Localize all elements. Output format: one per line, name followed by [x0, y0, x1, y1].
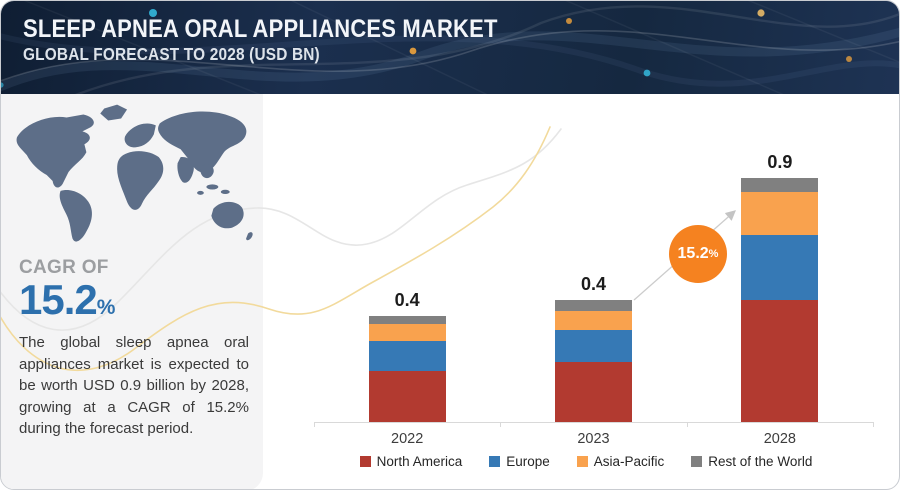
- category-label-2028: 2028: [763, 431, 796, 447]
- bar-segment-asia-pacific: [368, 324, 446, 341]
- bar-segment-north-america: [368, 370, 446, 422]
- legend-swatch: [691, 456, 703, 467]
- bar-segment-rest-of-the-world: [555, 300, 632, 311]
- legend-swatch: [489, 456, 501, 467]
- axis-tick: [686, 422, 688, 427]
- network-graphic: [1, 1, 899, 94]
- bar-segment-europe: [741, 235, 819, 301]
- axis-tick: [500, 422, 502, 427]
- bar-segment-europe: [368, 340, 446, 371]
- bar-segment-rest-of-the-world: [741, 178, 819, 192]
- legend-label: Rest of the World: [708, 454, 813, 469]
- bar-segment-europe: [555, 329, 632, 363]
- bar-total-label: 0.9: [767, 152, 793, 173]
- cagr-block: CAGR OF 15.2%: [19, 257, 115, 321]
- legend-label: Asia-Pacific: [593, 454, 665, 469]
- badge-unit: %: [708, 248, 719, 260]
- legend-label: Europe: [506, 454, 550, 469]
- x-axis: [314, 422, 873, 423]
- bar-segment-north-america: [555, 362, 632, 422]
- bar-segment-asia-pacific: [741, 191, 819, 236]
- stacked-bar-2028: 0.9: [741, 152, 819, 422]
- stacked-bar-2022: 0.4: [368, 290, 446, 422]
- legend-swatch: [576, 456, 588, 467]
- category-label-2022: 2022: [391, 431, 424, 447]
- page-subtitle: GLOBAL FORECAST TO 2028 (USD BN): [23, 43, 320, 64]
- world-map: [9, 101, 257, 253]
- bar-segment-asia-pacific: [555, 310, 632, 330]
- bar-total-label: 0.4: [394, 290, 420, 311]
- bar-segment-north-america: [741, 300, 819, 422]
- header-banner: SLEEP APNEA ORAL APPLIANCES MARKET GLOBA…: [1, 1, 899, 94]
- cagr-label: CAGR OF: [19, 257, 109, 278]
- market-description: The global sleep apnea oral appliances m…: [19, 334, 249, 438]
- legend-item-asia-pacific: Asia-Pacific: [576, 454, 665, 469]
- cagr-badge: 15.2%: [669, 225, 727, 283]
- axis-tick: [873, 422, 874, 427]
- legend-item-europe: Europe: [489, 454, 550, 469]
- stacked-bar-2023: 0.4: [555, 274, 632, 422]
- legend-item-rest-of-the-world: Rest of the World: [691, 454, 812, 469]
- bar-segment-rest-of-the-world: [368, 316, 446, 325]
- category-label-2023: 2023: [577, 431, 610, 447]
- badge-value: 15.2: [677, 245, 709, 262]
- legend-label: North America: [376, 454, 463, 469]
- cagr-unit: %: [96, 296, 116, 319]
- legend-swatch: [359, 456, 371, 467]
- page-title: SLEEP APNEA ORAL APPLIANCES MARKET: [23, 15, 498, 43]
- cagr-value: 15.2: [19, 276, 98, 323]
- chart-legend: North America Europe Asia-Pacific Rest of t…: [271, 454, 899, 469]
- axis-tick: [314, 422, 315, 427]
- bar-total-label: 0.4: [580, 274, 607, 295]
- legend-item-north-america: North America: [359, 454, 463, 469]
- bar-chart: 0.4 0.4 0.9 2022 2023 2028 15.2% North Ameri…: [271, 96, 899, 489]
